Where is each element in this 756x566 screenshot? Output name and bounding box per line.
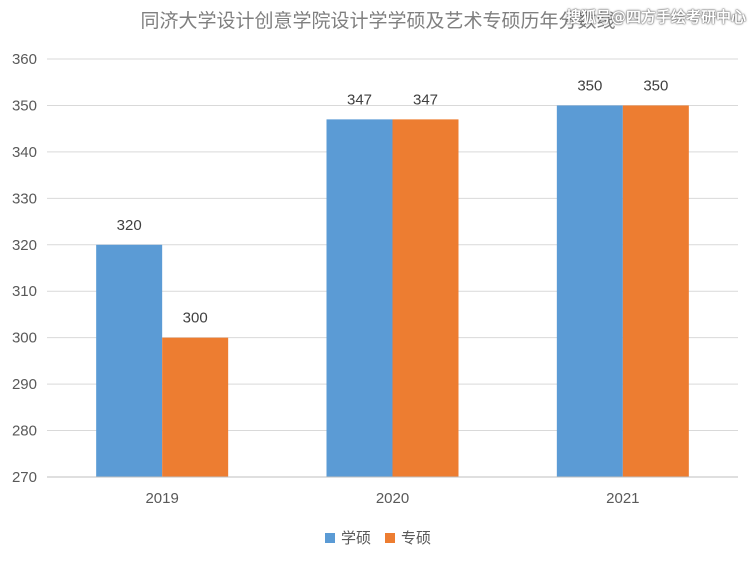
y-tick-label: 290 [12,376,37,393]
y-tick-label: 280 [12,423,37,440]
bar [392,119,459,477]
bar [556,105,623,477]
x-tick-label: 2019 [145,490,178,507]
x-tick-label: 2020 [376,490,409,507]
legend-swatch-xueshuo [324,532,335,543]
legend-label-xueshuo: 学硕 [340,529,371,547]
legend-item-zhuanshuo: 专硕 [385,527,431,548]
y-tick-label: 360 [12,51,37,68]
legend: 学硕 专硕 [0,527,756,548]
legend-item-xueshuo: 学硕 [324,527,371,548]
y-tick-label: 310 [12,283,37,300]
x-tick-label: 2021 [606,490,639,507]
y-tick-label: 320 [12,237,37,254]
bar [622,105,689,477]
y-tick-label: 350 [12,97,37,114]
bar [96,244,163,477]
chart-title: 同济大学设计创意学院设计学学硕及艺术专硕历年分数线 [140,10,616,32]
y-tick-label: 330 [12,190,37,207]
watermark: 搜狐号@四方手绘考研中心 [565,8,746,26]
data-label: 347 [347,91,372,108]
data-label: 320 [117,217,142,234]
legend-swatch-zhuanshuo [385,532,395,543]
data-label: 350 [643,77,668,94]
bar [326,119,393,477]
bar [162,337,229,477]
y-tick-label: 270 [12,469,37,486]
data-label: 300 [183,310,208,327]
y-tick-label: 300 [12,330,37,347]
data-label: 347 [413,91,438,108]
y-tick-label: 340 [12,144,37,161]
data-label: 350 [577,77,602,94]
legend-label-zhuanshuo: 专硕 [401,529,432,547]
